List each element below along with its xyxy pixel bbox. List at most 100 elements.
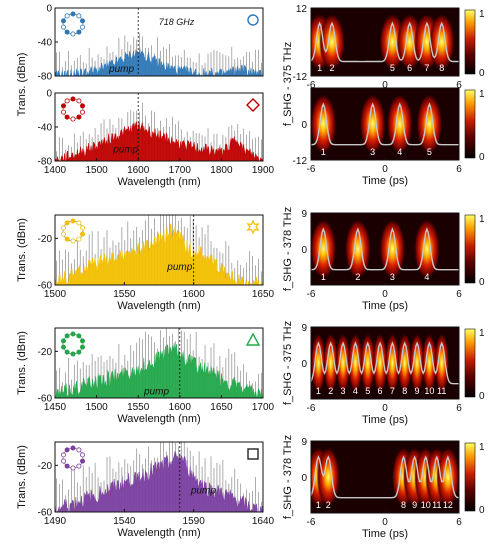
x-tick-label: 1700 (169, 165, 192, 176)
soliton-number-label: 1 (321, 272, 326, 282)
y-tick-label: 0 (301, 359, 307, 370)
x-axis-label: Wavelength (nm) (117, 413, 200, 425)
colorbar-max-label: 1 (479, 214, 485, 225)
x-tick-label: -6 (307, 164, 316, 175)
intensity-trace (311, 102, 459, 146)
soliton-number-label: 3 (390, 272, 395, 282)
x-tick-label: 6 (456, 403, 462, 414)
spacing-label: 718 GHz (159, 17, 195, 27)
y-tick-label: 9 (301, 437, 307, 448)
x-tick-label: 1600 (127, 165, 150, 176)
soliton-number-label: 7 (424, 63, 429, 73)
soliton-number-label: 3 (370, 147, 375, 157)
soliton-number-label: 9 (412, 500, 417, 510)
soliton-spot (397, 332, 413, 394)
x-tick-label: 1550 (113, 289, 136, 300)
x-tick-label: 1500 (85, 402, 108, 413)
spectrum-trace (55, 121, 263, 161)
ring-resonator-icon (60, 218, 86, 244)
colorbar-min-label: 0 (479, 505, 485, 516)
soliton-number-label: 1 (316, 386, 321, 396)
x-axis-label: Time (ps) (362, 528, 408, 540)
soliton-number-label: 10 (421, 500, 431, 510)
x-axis-label: Wavelength (nm) (117, 300, 200, 312)
soliton-number-label: 11 (437, 386, 446, 396)
soliton-number-label: 10 (424, 386, 434, 396)
x-tick-label: 1400 (44, 165, 67, 176)
soliton-spot (360, 332, 376, 394)
soliton-number-label: 6 (378, 386, 383, 396)
y-axis-label: f_SHG - 375 THz (282, 321, 294, 405)
x-tick-label: -6 (307, 403, 316, 414)
soliton-spot (323, 332, 339, 394)
y-tick-label: 9 (301, 323, 307, 334)
x-tick-label: 1550 (127, 402, 150, 413)
soliton-number-label: 1 (316, 500, 321, 510)
x-tick-label: 1640 (252, 516, 275, 527)
y-tick-label: -12 (293, 156, 308, 167)
y-tick-label: -40 (38, 123, 53, 134)
soliton-number-label: 2 (326, 500, 331, 510)
y-axis-label: f_SHG - 375 THz (282, 42, 294, 126)
soliton-number-label: 8 (439, 63, 444, 73)
soliton-spot (372, 332, 388, 394)
colorbar (464, 9, 476, 75)
x-tick-label: 1590 (183, 516, 206, 527)
pump-label: pump (112, 145, 138, 156)
y-tick-label: -40 (38, 38, 53, 49)
colorbar-min-label: 0 (479, 277, 485, 288)
x-tick-label: 1500 (44, 289, 67, 300)
spectrum-trace (55, 450, 263, 512)
soliton-number-label: 3 (341, 386, 346, 396)
colorbar-max-label: 1 (479, 89, 485, 100)
x-tick-label: 1900 (252, 165, 275, 176)
pump-label: pump (190, 485, 216, 496)
diamond-outline-icon (246, 98, 260, 112)
y-tick-label: -60 (38, 281, 53, 292)
x-tick-label: 1600 (169, 402, 192, 413)
soliton-number-label: 2 (328, 386, 333, 396)
x-axis-label: Wavelength (nm) (117, 176, 200, 188)
intensity-trace (311, 455, 459, 499)
x-tick-label: 1490 (44, 516, 67, 527)
x-tick-label: 0 (382, 403, 388, 414)
soliton-spot (434, 332, 450, 394)
y-tick-label: -20 (38, 347, 53, 358)
x-tick-label: 0 (382, 164, 388, 175)
y-tick-label: -80 (38, 157, 53, 168)
x-tick-label: 1650 (210, 402, 233, 413)
spectrum-trace (55, 222, 263, 285)
soliton-number-label: 5 (390, 63, 395, 73)
x-tick-label: 0 (382, 289, 388, 300)
soliton-spot (348, 332, 363, 394)
x-tick-label: 0 (382, 517, 388, 528)
soliton-number-label: 2 (329, 63, 334, 73)
pump-label: pump (166, 262, 192, 273)
y-tick-label: -60 (38, 394, 53, 405)
x-tick-label: 1800 (210, 165, 233, 176)
x-tick-label: 1540 (113, 516, 136, 527)
soliton-spot (422, 332, 437, 394)
soliton-number-label: 4 (397, 147, 402, 157)
x-tick-label: 6 (456, 164, 462, 175)
ring-resonator-icon (60, 331, 86, 357)
colorbar (464, 328, 476, 398)
spectrum-panel: 718 GHz pump 0 -40 -80 (38, 4, 264, 83)
x-tick-label: 1450 (44, 402, 67, 413)
y-axis-label: f_SHG - 378 THz (282, 207, 294, 291)
soliton-spot (409, 332, 425, 394)
y-tick-label: -20 (38, 461, 53, 472)
ring-resonator-icon (60, 445, 86, 471)
soliton-number-label: 8 (401, 500, 406, 510)
ring-resonator-icon (60, 11, 86, 37)
colorbar-min-label: 0 (479, 391, 485, 402)
soliton-number-label: 6 (407, 63, 412, 73)
y-axis-label: Trans. (dBm) (16, 331, 28, 395)
soliton-number-label: 1 (317, 63, 322, 73)
soliton-number-label: 9 (415, 386, 420, 396)
